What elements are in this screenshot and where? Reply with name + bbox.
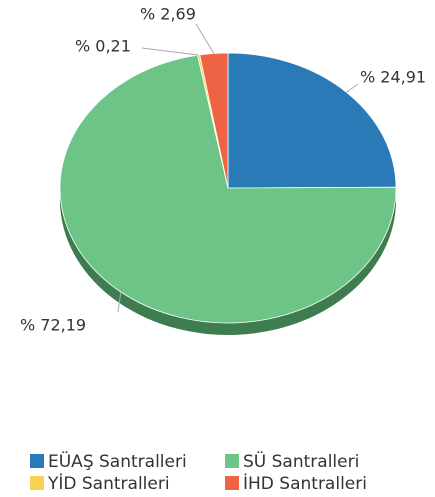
data-label: % 24,91	[360, 68, 426, 87]
data-label: % 2,69	[140, 5, 196, 24]
legend-swatch	[225, 476, 239, 490]
legend-label: YİD Santralleri	[47, 473, 170, 494]
data-label: % 72,19	[20, 316, 86, 335]
legend-swatch	[225, 454, 239, 468]
leader-line	[141, 47, 199, 56]
slice	[59, 54, 397, 324]
legend-swatch	[30, 454, 44, 468]
legend-label: SÜ Santralleri	[243, 450, 359, 472]
legend-label: EÜAŞ Santralleri	[48, 450, 187, 472]
leader-line	[117, 291, 122, 313]
leader-line	[346, 83, 359, 93]
slice	[227, 52, 397, 189]
data-label: % 0,21	[75, 37, 131, 56]
legend-swatch	[30, 476, 44, 490]
legend-label: İHD Santralleri	[243, 473, 367, 494]
leader-line	[195, 23, 215, 54]
